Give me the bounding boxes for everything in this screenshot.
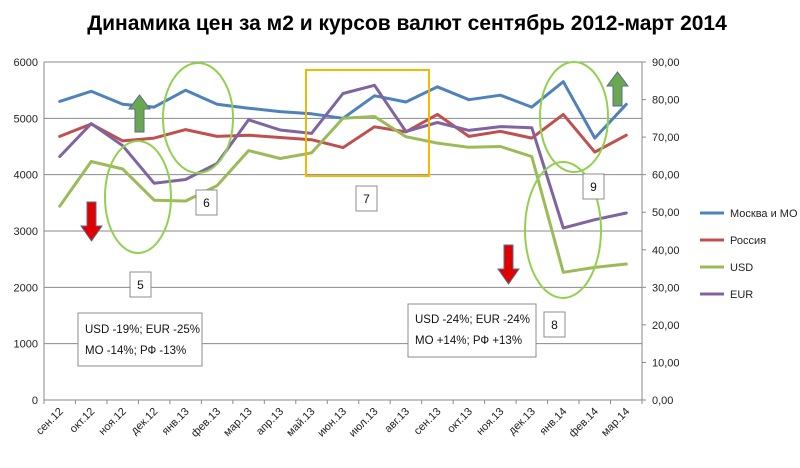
down-arrow-icon <box>497 244 520 285</box>
ellipse-annotation <box>104 140 172 254</box>
x-tick-label: июл.13 <box>347 406 381 440</box>
y-right-tick-label: 70,00 <box>652 132 680 144</box>
y-right-tick-label: 40,00 <box>652 245 680 257</box>
x-tick-label: фев.14 <box>567 406 601 440</box>
x-tick-label: ноя.12 <box>97 406 129 438</box>
y-right-tick-label: 30,00 <box>652 282 680 294</box>
x-tick-label: сен.12 <box>34 406 66 438</box>
annotation-layer: 5 6 7 8 9 USD -19%; EUR -25% МО -14%; РФ… <box>77 61 629 367</box>
label-8-text: 8 <box>551 318 558 332</box>
note1-line1: USD -19%; EUR -25% <box>85 324 200 336</box>
x-tick-label: янв.14 <box>537 406 569 438</box>
legend-label: Москва и МО <box>730 208 798 220</box>
series-line <box>58 112 628 154</box>
y-left-tick-label: 1000 <box>14 339 38 351</box>
legend-label: EUR <box>730 289 753 301</box>
y-left-tick-label: 4000 <box>14 170 38 182</box>
legend-label: USD <box>730 262 753 274</box>
x-tick-label: дек.13 <box>506 406 538 438</box>
y-right-tick-label: 90,00 <box>652 57 680 69</box>
series-layer <box>58 80 628 274</box>
x-tick-label: май.13 <box>284 406 317 439</box>
x-tick-label: дек.12 <box>129 406 161 438</box>
label-6-text: 6 <box>203 196 210 210</box>
ellipse-annotation <box>524 161 602 299</box>
highlight-box <box>305 69 430 177</box>
y-right-tick-label: 0,00 <box>652 395 673 407</box>
x-tick-label: ноя.13 <box>474 406 506 438</box>
x-tick-label: окт.12 <box>68 406 98 436</box>
y-left-tick-label: 6000 <box>14 57 38 69</box>
note-box-1: USD -19%; EUR -25% МО -14%; РФ -13% <box>77 312 203 367</box>
chart-title: Динамика цен за м2 и курсов валют сентяб… <box>87 12 727 35</box>
x-tick-label: июн.13 <box>315 406 349 440</box>
label-9-text: 9 <box>590 180 597 194</box>
x-tick-label: янв.13 <box>160 406 192 438</box>
x-tick-label: сен.13 <box>412 406 444 438</box>
ellipse-annotation <box>162 62 234 174</box>
y-right-tick-label: 60,00 <box>652 170 680 182</box>
label-6: 6 <box>195 189 218 216</box>
legend-label: Россия <box>730 235 766 247</box>
up-arrow-icon <box>606 71 629 107</box>
label-7-text: 7 <box>363 192 370 206</box>
y-left-tick-label: 0 <box>32 395 38 407</box>
y-right-tick-label: 50,00 <box>652 207 680 219</box>
up-arrow-icon <box>128 94 151 133</box>
label-7: 7 <box>355 185 378 212</box>
y-left-tick-label: 3000 <box>14 226 38 238</box>
ellipse-annotation <box>539 61 609 173</box>
legend: Москва и МО Россия USD EUR <box>700 208 798 301</box>
series-line <box>58 115 628 274</box>
x-tick-label: мар.13 <box>221 406 254 439</box>
note2-line2: МО +14%; РФ +13% <box>415 335 522 347</box>
x-tick-label: апр.13 <box>254 406 286 438</box>
label-5-text: 5 <box>137 278 144 292</box>
x-tick-label: мар.14 <box>599 406 632 439</box>
x-tick-label: фев.13 <box>189 406 223 440</box>
y-right-tick-label: 10,00 <box>652 357 680 369</box>
label-5: 5 <box>129 271 152 298</box>
x-tick-label: авг.13 <box>382 406 412 436</box>
note2-line1: USD -24%; EUR -24% <box>415 314 530 326</box>
x-tick-label: окт.13 <box>445 406 475 436</box>
note1-line2: МО -14%; РФ -13% <box>85 345 186 357</box>
y-right-tick-label: 20,00 <box>652 320 680 332</box>
y-left-tick-label: 2000 <box>14 282 38 294</box>
down-arrow-icon <box>80 201 103 242</box>
label-9: 9 <box>582 173 605 200</box>
series-line <box>58 83 628 230</box>
y-left-tick-label: 5000 <box>14 113 38 125</box>
note-box-2: USD -24%; EUR -24% МО +14%; РФ +13% <box>407 303 537 358</box>
y-right-tick-label: 80,00 <box>652 95 680 107</box>
label-8: 8 <box>543 311 566 338</box>
